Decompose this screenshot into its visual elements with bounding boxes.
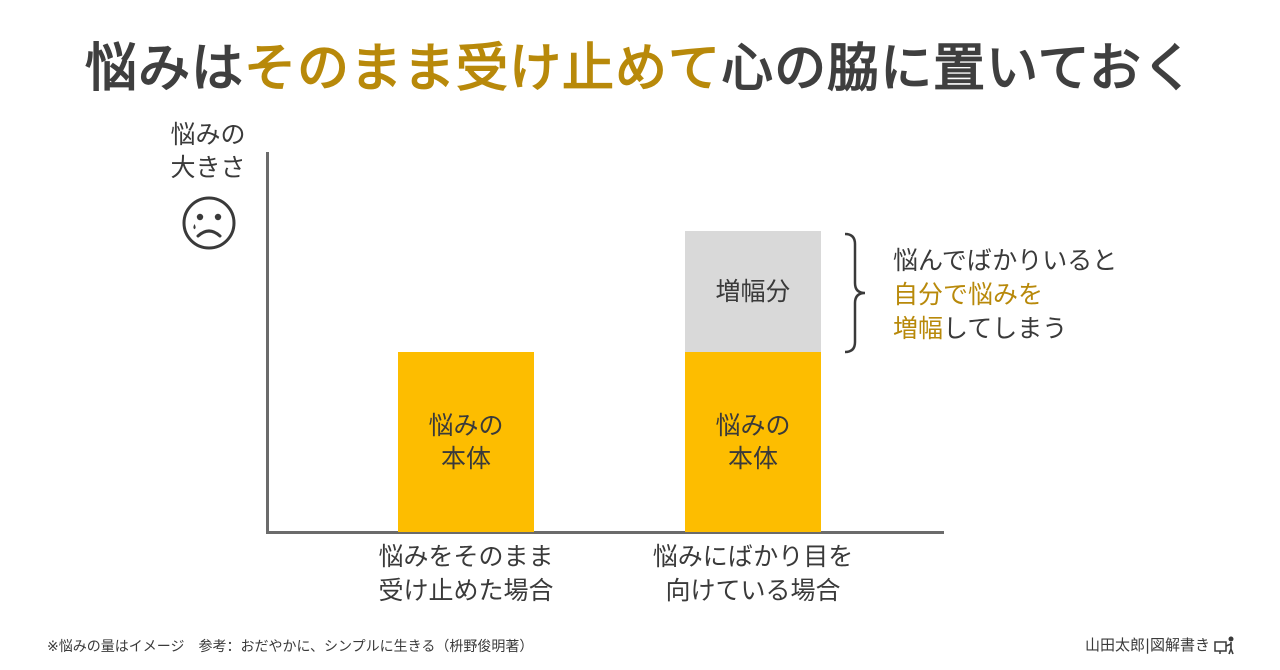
annotation-line-1: 悩んでばかりいると (893, 246, 1118, 275)
title-part-1: 悩みは (85, 39, 245, 99)
annotation-highlight: 増幅 (893, 314, 944, 343)
annotation-rest: してしまう (943, 314, 1068, 343)
bar-main-2: 悩みの 本体 (685, 351, 821, 532)
annotation-line-3: 増幅してしまう (893, 312, 1117, 346)
y-axis-label-line-2: 大きさ (170, 153, 246, 182)
bar-amplified-label: 増幅分 (715, 276, 791, 306)
bar-label-line-2: 本体 (727, 443, 778, 473)
bar-main-1: 悩みの 本体 (398, 351, 534, 532)
title-highlight: そのまま受け止めて (244, 39, 722, 99)
bar-label-line-1: 悩みの (428, 410, 504, 440)
y-axis-label: 悩みの 大きさ (160, 118, 256, 184)
category-label-line: 向けている場合 (665, 576, 841, 605)
bar-amplified-2: 増幅分 (685, 231, 821, 352)
category-label-line: 悩みにばかり目を (652, 542, 854, 571)
y-axis-label-line-1: 悩みの (170, 120, 246, 149)
category-label-line: 悩みをそのまま (378, 542, 554, 571)
category-label-2: 悩みにばかり目を 向けている場合 (623, 540, 883, 608)
category-label-line: 受け止めた場合 (378, 576, 554, 605)
sad-face-icon (182, 196, 236, 250)
annotation-line-2: 自分で悩みを (893, 280, 1044, 309)
page-title: 悩みはそのまま受け止めて心の脇に置いておく (0, 26, 1280, 101)
bar-label-line-1: 悩みの (715, 410, 791, 440)
presenter-icon (1214, 636, 1234, 654)
y-axis (266, 152, 269, 534)
footnote: ※悩みの量はイメージ 参考：おだやかに、シンプルに生きる（枡野俊明著） (47, 639, 534, 655)
credit: 山田太郎|図解書き (1085, 634, 1236, 655)
category-label-1: 悩みをそのまま 受け止めた場合 (336, 540, 596, 608)
title-part-3: 心の脇に置いておく (721, 39, 1195, 99)
credit-text: 山田太郎|図解書き (1084, 636, 1210, 654)
curly-brace-icon (844, 232, 866, 354)
x-axis (266, 531, 944, 534)
annotation: 悩んでばかりいると 自分で悩みを 増幅してしまう (893, 244, 1117, 346)
bar-label-line-2: 本体 (440, 443, 491, 473)
